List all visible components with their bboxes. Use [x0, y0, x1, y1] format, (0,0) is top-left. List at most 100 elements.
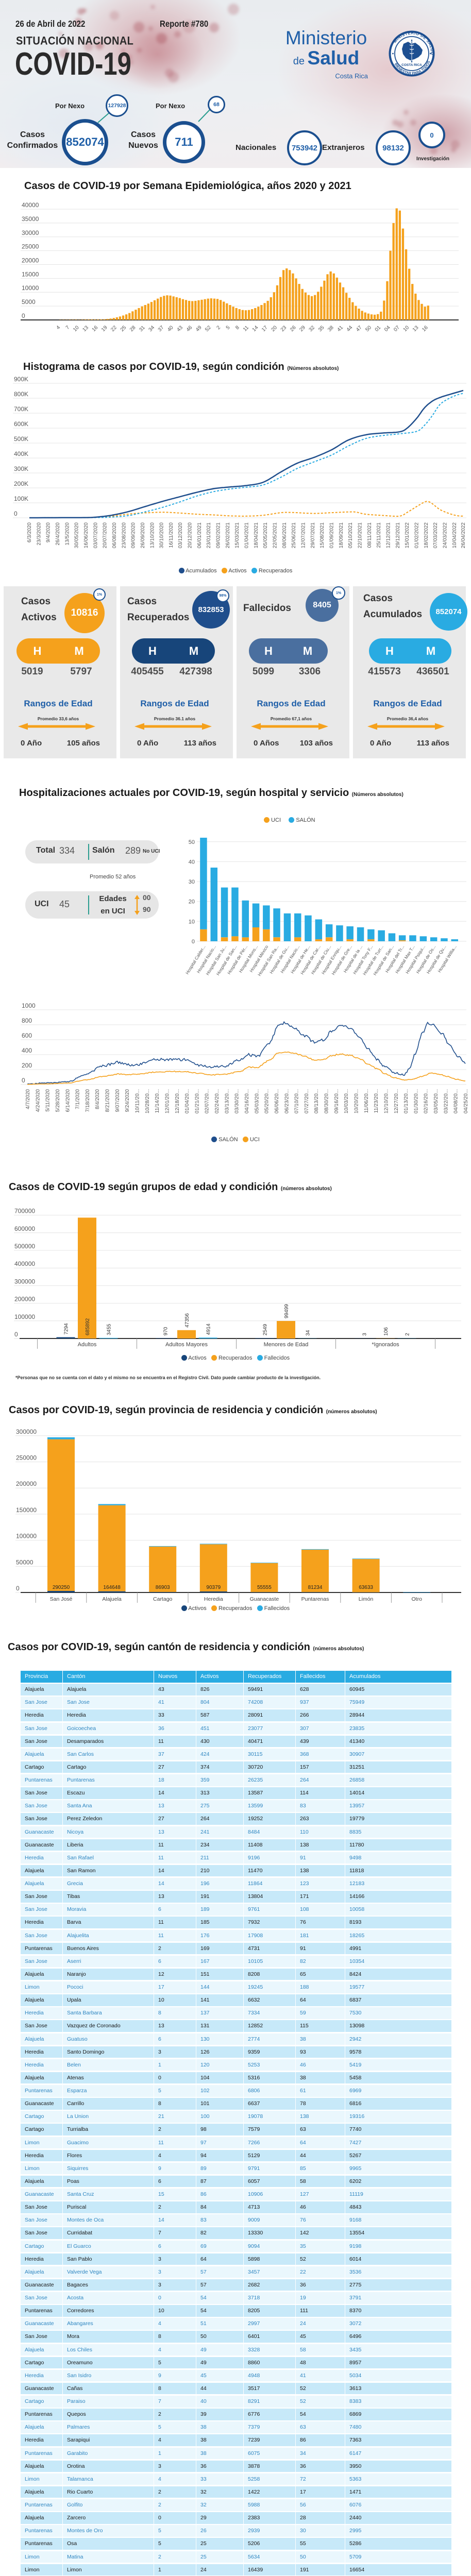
svg-text:47356: 47356: [184, 1313, 190, 1328]
svg-text:0: 0: [16, 1585, 20, 1592]
svg-text:01/09/2021: 01/09/2021: [329, 522, 335, 548]
svg-text:09/02/2021: 09/02/2021: [216, 522, 222, 548]
svg-text:600: 600: [22, 1032, 32, 1039]
svg-text:10/28/20...: 10/28/20...: [145, 1089, 150, 1113]
svg-text:30/10/2020: 30/10/2020: [159, 522, 165, 548]
svg-text:4/7/2020: 4/7/2020: [25, 1089, 31, 1109]
svg-text:35000: 35000: [22, 215, 39, 223]
svg-text:5/28/2020: 5/28/2020: [55, 1089, 61, 1112]
svg-text:35: 35: [317, 325, 326, 333]
svg-text:40000: 40000: [22, 201, 39, 209]
svg-text:*Ignorados: *Ignorados: [372, 1342, 399, 1348]
svg-text:07/03/2022: 07/03/2022: [433, 522, 439, 548]
svg-text:Heredia: Heredia: [204, 1596, 223, 1602]
svg-text:Menores de Edad: Menores de Edad: [264, 1342, 309, 1348]
svg-text:03/05/20...: 03/05/20...: [433, 1089, 439, 1113]
svg-text:23/3/2020: 23/3/2020: [36, 522, 42, 546]
svg-text:29/12/2021: 29/12/2021: [395, 522, 401, 548]
svg-text:04/16/20...: 04/16/20...: [244, 1089, 250, 1113]
svg-text:02/16/20...: 02/16/20...: [424, 1089, 429, 1113]
svg-text:04: 04: [383, 325, 392, 333]
svg-text:99499: 99499: [284, 1304, 290, 1318]
svg-text:10/20/20...: 10/20/20...: [354, 1089, 360, 1113]
svg-text:46: 46: [186, 325, 194, 333]
svg-text:03/07/2020: 03/07/2020: [93, 522, 98, 548]
svg-text:24/03/2022: 24/03/2022: [442, 522, 448, 548]
svg-text:02/07/20...: 02/07/20...: [205, 1089, 210, 1113]
svg-text:685892: 685892: [85, 1318, 91, 1335]
svg-text:05/20/20...: 05/20/20...: [264, 1089, 270, 1113]
svg-text:50: 50: [364, 325, 373, 333]
svg-text:6/14/2020: 6/14/2020: [65, 1089, 71, 1112]
svg-text:700K: 700K: [14, 405, 28, 413]
svg-text:30: 30: [189, 879, 195, 885]
svg-text:10/04/2022: 10/04/2022: [452, 522, 458, 548]
svg-text:02/24/20...: 02/24/20...: [214, 1089, 220, 1113]
svg-text:03/13/20...: 03/13/20...: [224, 1089, 230, 1113]
svg-text:12/01/20...: 12/01/20...: [165, 1089, 171, 1113]
svg-text:07: 07: [393, 325, 401, 333]
svg-text:106: 106: [383, 1327, 389, 1336]
svg-text:7: 7: [65, 325, 71, 331]
svg-text:20000: 20000: [22, 257, 39, 264]
svg-text:05/03/20...: 05/03/20...: [254, 1089, 260, 1113]
svg-text:16: 16: [421, 325, 429, 333]
svg-text:100000: 100000: [14, 1313, 35, 1320]
svg-text:11/14/20...: 11/14/20...: [155, 1089, 160, 1113]
svg-text:600000: 600000: [14, 1225, 35, 1232]
svg-text:22: 22: [110, 325, 118, 333]
svg-text:40: 40: [166, 325, 175, 333]
svg-text:10: 10: [72, 325, 80, 333]
svg-text:Puntarenas: Puntarenas: [301, 1596, 329, 1602]
svg-text:11/06/20...: 11/06/20...: [364, 1089, 369, 1113]
svg-text:01/04/20...: 01/04/20...: [184, 1089, 190, 1113]
svg-text:07/27/20...: 07/27/20...: [304, 1089, 310, 1113]
svg-text:03/22/20...: 03/22/20...: [443, 1089, 449, 1113]
svg-text:9/24/2020: 9/24/2020: [125, 1089, 130, 1112]
svg-text:09/09/2020: 09/09/2020: [131, 522, 137, 548]
svg-text:250000: 250000: [16, 1454, 37, 1462]
svg-text:13: 13: [81, 325, 90, 333]
svg-text:22/10/2021: 22/10/2021: [358, 522, 363, 548]
svg-text:3: 3: [362, 1333, 368, 1336]
svg-text:16/11/2020: 16/11/2020: [169, 522, 174, 548]
svg-text:63633: 63633: [359, 1585, 373, 1590]
svg-text:8: 8: [234, 325, 241, 331]
svg-text:10/03/20...: 10/03/20...: [344, 1089, 349, 1113]
svg-text:34: 34: [147, 325, 156, 333]
svg-text:5: 5: [225, 325, 231, 331]
svg-text:5000: 5000: [22, 298, 36, 306]
svg-text:9/4/2020: 9/4/2020: [46, 522, 52, 543]
svg-text:100000: 100000: [16, 1533, 37, 1540]
svg-text:01/04/2021: 01/04/2021: [244, 522, 250, 548]
svg-text:30/05/2020: 30/05/2020: [74, 522, 80, 548]
svg-text:34: 34: [306, 1330, 311, 1336]
svg-text:10/11/20...: 10/11/20...: [135, 1089, 141, 1113]
svg-text:04/08/20...: 04/08/20...: [453, 1089, 459, 1113]
svg-text:03/30/20...: 03/30/20...: [234, 1089, 240, 1113]
svg-text:25/06/2021: 25/06/2021: [291, 522, 297, 548]
svg-text:06/08/2020: 06/08/2020: [112, 522, 117, 548]
svg-text:30000: 30000: [22, 229, 39, 236]
svg-text:12/27/20...: 12/27/20...: [394, 1089, 399, 1113]
svg-text:300000: 300000: [16, 1428, 37, 1435]
svg-text:43: 43: [176, 325, 184, 333]
svg-text:1000: 1000: [22, 1002, 36, 1009]
svg-text:08/13/20...: 08/13/20...: [314, 1089, 319, 1113]
svg-text:55555: 55555: [257, 1585, 272, 1590]
svg-text:900K: 900K: [14, 376, 28, 383]
svg-text:50000: 50000: [16, 1558, 33, 1566]
svg-text:6/3/2020: 6/3/2020: [27, 522, 32, 543]
svg-text:11/23/20...: 11/23/20...: [374, 1089, 379, 1113]
svg-text:300K: 300K: [14, 465, 28, 472]
svg-text:4914: 4914: [206, 1324, 212, 1335]
svg-text:18/02/2022: 18/02/2022: [424, 522, 429, 548]
svg-text:41: 41: [336, 325, 344, 333]
svg-text:32: 32: [308, 325, 316, 333]
svg-text:13/5/2020: 13/5/2020: [64, 522, 70, 546]
svg-text:2549: 2549: [263, 1324, 268, 1335]
svg-text:06/01/2021: 06/01/2021: [197, 522, 203, 548]
svg-text:15/03/2021: 15/03/2021: [234, 522, 240, 548]
svg-text:01/21/20...: 01/21/20...: [194, 1089, 200, 1113]
svg-text:500000: 500000: [14, 1243, 35, 1250]
